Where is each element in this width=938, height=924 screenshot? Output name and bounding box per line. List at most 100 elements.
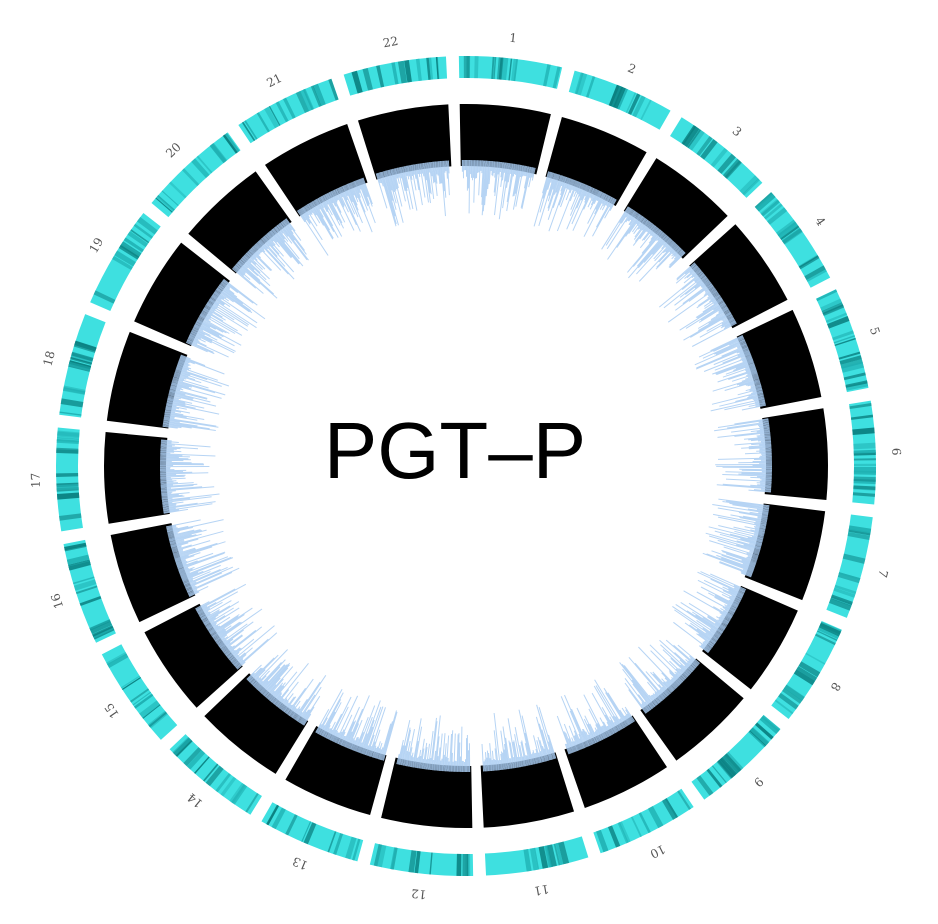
ideogram-band — [682, 125, 700, 148]
ideogram-band — [706, 768, 723, 788]
ideogram-band — [56, 492, 80, 500]
ideogram-band — [428, 57, 434, 80]
ideogram-band — [555, 842, 564, 865]
ideogram-band — [244, 120, 258, 140]
ideogram-band — [404, 60, 412, 83]
ideogram-band — [832, 330, 854, 341]
signal-track-chr-6 — [762, 408, 828, 500]
signal-spikes-chr-10 — [556, 679, 636, 755]
signal-spikes-chr-13 — [315, 689, 398, 761]
ideogram-band — [266, 805, 279, 826]
ideogram-band — [119, 241, 142, 259]
chromosome-label-20: 20 — [163, 140, 184, 161]
ideogram-band — [717, 758, 735, 779]
ideogram-band — [850, 414, 874, 420]
chromosome-label-2: 2 — [626, 61, 638, 77]
ideogram-band — [493, 57, 497, 80]
ideogram-band — [75, 585, 98, 595]
signal-track-chr-21 — [265, 124, 368, 217]
signal-track-chr-15 — [144, 603, 243, 708]
signal-spikes-chr-6 — [714, 418, 773, 493]
ideogram-band — [640, 99, 652, 121]
ideogram-band — [617, 822, 629, 844]
ideogram-band — [596, 829, 609, 853]
signal-spikes-chr-3 — [601, 206, 686, 282]
ideogram-band — [93, 627, 114, 639]
ideogram-band — [362, 67, 373, 91]
ideogram-band — [613, 86, 626, 109]
ideogram-band — [121, 676, 142, 691]
ideogram-band — [575, 72, 588, 96]
ideogram-band — [474, 56, 479, 79]
ideogram-band — [268, 105, 281, 126]
ideogram-band — [60, 398, 84, 408]
ideogram-band — [838, 351, 861, 360]
ideogram-band — [271, 807, 286, 830]
ideogram-band — [127, 231, 148, 248]
signal-track-chr-1 — [459, 104, 551, 175]
signal-spikes-chr-14 — [246, 649, 327, 726]
signal-track-ring — [104, 104, 828, 828]
ideogram-band — [283, 97, 296, 119]
ideogram-band — [256, 112, 270, 133]
ideogram-band — [853, 463, 876, 467]
ideogram-band — [793, 669, 816, 686]
chromosome-label-15: 15 — [102, 700, 122, 721]
ideogram-band — [56, 447, 79, 454]
ideogram-band — [295, 90, 310, 113]
ideogram-band — [327, 831, 337, 853]
ideogram-band — [717, 153, 736, 174]
ideogram-band — [821, 302, 845, 317]
signal-track-chr-20 — [188, 171, 292, 274]
ideogram-band — [63, 388, 86, 395]
ideogram-band — [833, 335, 856, 344]
ideogram-band — [275, 101, 289, 123]
ideogram-band — [196, 155, 213, 174]
ideogram-band — [59, 513, 82, 521]
ideogram-chr-15 — [101, 644, 178, 740]
ideogram-band — [759, 716, 780, 735]
ideogram-band — [796, 666, 818, 681]
chromosome-label-12: 12 — [410, 886, 427, 902]
ideogram-band — [847, 532, 871, 540]
ideogram-band — [133, 223, 153, 239]
ideogram-band — [333, 833, 344, 855]
ideogram-band — [156, 195, 175, 212]
ideogram-band — [748, 730, 766, 748]
chromosome-label-5: 5 — [867, 325, 883, 337]
ideogram-band — [609, 84, 623, 108]
signal-track-chr-9 — [640, 658, 744, 761]
ideogram-band — [182, 168, 200, 187]
ideogram-band — [93, 290, 116, 304]
ideogram-band — [57, 431, 80, 439]
ideogram-band — [815, 633, 836, 646]
ideogram-band — [245, 792, 259, 813]
ideogram-band — [833, 587, 856, 598]
ideogram-band — [627, 93, 641, 115]
signal-spikes-chr-11 — [481, 704, 557, 772]
ideogram-band — [720, 757, 738, 776]
ideogram-band — [816, 630, 838, 641]
chromosome-label-22: 22 — [382, 34, 399, 50]
ideogram-band — [391, 62, 399, 85]
ideogram-band — [553, 843, 561, 866]
ideogram-band — [538, 846, 549, 869]
ideogram-band — [780, 225, 800, 241]
ideogram-band — [328, 78, 339, 101]
signal-spikes-chr-20 — [231, 218, 309, 299]
ideogram-band — [696, 136, 713, 157]
ideogram-band — [496, 57, 504, 80]
ideogram-band — [711, 765, 727, 784]
ideogram-band — [848, 525, 872, 534]
chromosome-label-19: 19 — [86, 235, 106, 255]
ideogram-band — [205, 765, 224, 787]
chromosome-label-9: 9 — [751, 774, 766, 789]
ideogram-band — [435, 57, 439, 80]
ideogram-band — [231, 784, 248, 805]
ideogram-band — [805, 652, 826, 665]
ideogram-band — [73, 579, 97, 591]
signal-spikes-chr-4 — [658, 262, 737, 347]
ideogram-band — [616, 88, 628, 110]
ideogram-band — [842, 553, 866, 564]
